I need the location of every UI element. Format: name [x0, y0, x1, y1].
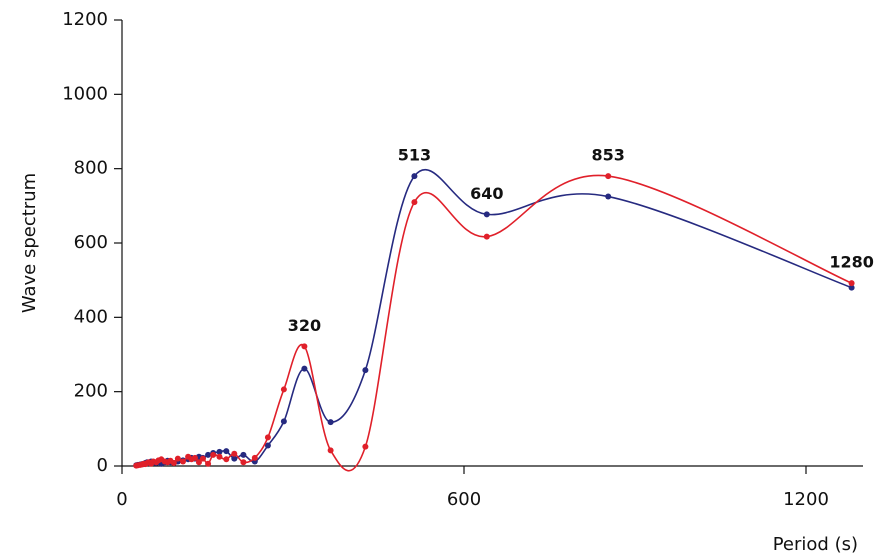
point	[483, 211, 490, 218]
y-axis-label: Wave spectrum	[19, 173, 40, 313]
annotation: 1280	[829, 253, 874, 272]
point	[483, 233, 490, 240]
y-tick-label: 1200	[62, 9, 108, 30]
annotation: 640	[470, 184, 503, 203]
x-axis-label: Period (s)	[773, 534, 858, 555]
point	[240, 459, 247, 466]
point	[223, 448, 230, 455]
point	[205, 460, 212, 467]
annotation: 320	[288, 316, 321, 335]
point	[195, 459, 202, 466]
y-tick-label: 800	[74, 158, 108, 179]
point	[605, 173, 612, 180]
x-tick-label: 600	[447, 489, 481, 510]
point	[280, 418, 287, 425]
point	[191, 454, 198, 461]
point	[848, 284, 855, 291]
point	[231, 450, 238, 457]
y-tick-label: 0	[97, 455, 108, 476]
point	[179, 458, 186, 465]
annotation: 513	[398, 146, 431, 165]
point	[216, 448, 223, 455]
point	[301, 343, 308, 350]
point	[223, 456, 230, 463]
point	[264, 434, 271, 441]
point	[411, 173, 418, 180]
x-tick-label: 0	[116, 489, 127, 510]
point	[327, 447, 334, 454]
point	[205, 451, 212, 458]
point	[231, 455, 238, 462]
y-tick-label: 400	[74, 306, 108, 327]
point	[280, 386, 287, 393]
point	[327, 419, 334, 426]
point	[362, 367, 369, 374]
point	[251, 454, 258, 461]
series-line	[136, 174, 852, 472]
point	[848, 280, 855, 287]
y-tick-label: 200	[74, 381, 108, 402]
point	[411, 199, 418, 206]
point	[210, 451, 217, 458]
point	[264, 442, 271, 449]
point	[301, 365, 308, 372]
point	[174, 455, 181, 462]
y-tick-label: 600	[74, 232, 108, 253]
y-tick-label: 1000	[62, 83, 108, 104]
annotation: 853	[592, 146, 625, 165]
point	[362, 443, 369, 450]
series-line	[136, 168, 852, 467]
point	[170, 460, 177, 467]
point	[240, 451, 247, 458]
point	[605, 193, 612, 200]
x-tick-label: 1200	[783, 489, 829, 510]
point	[216, 453, 223, 460]
point	[199, 455, 206, 462]
